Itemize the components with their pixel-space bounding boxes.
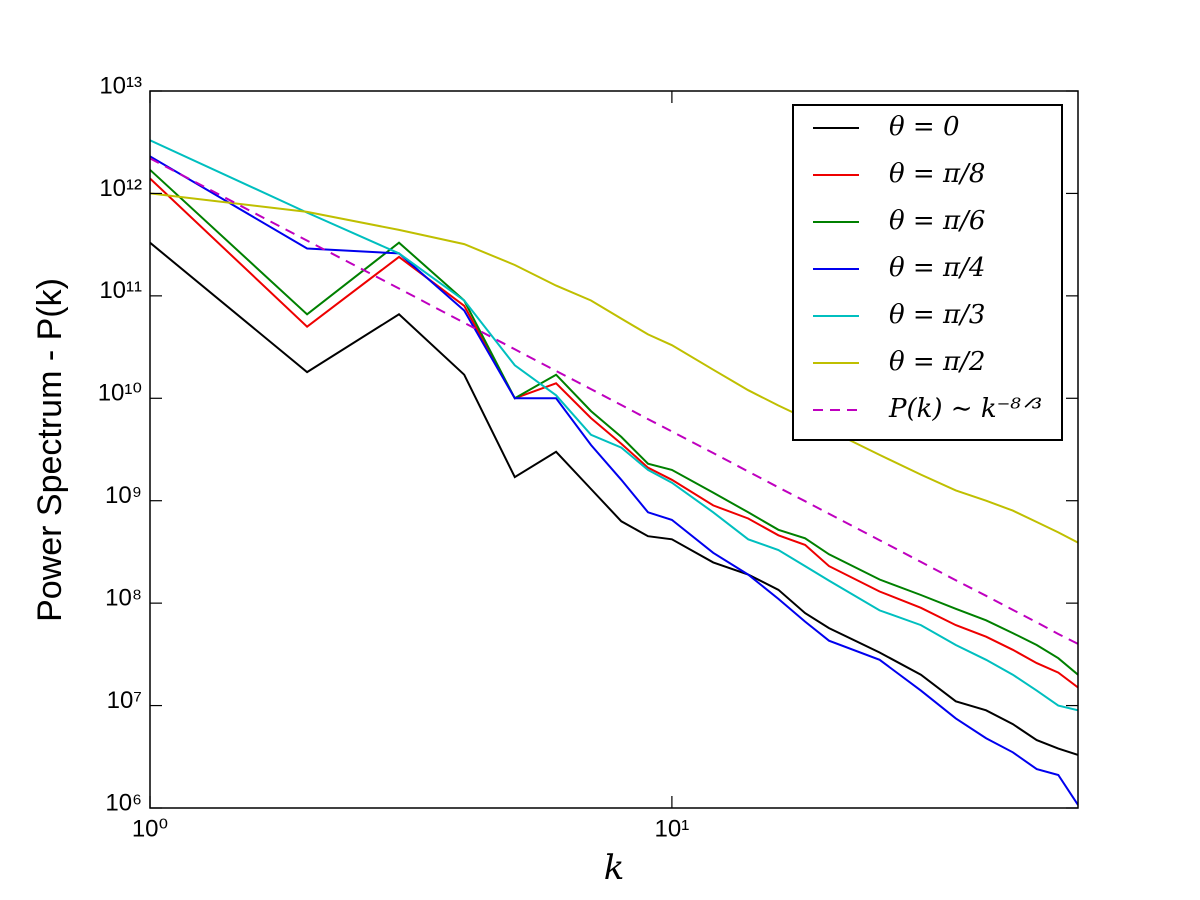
y-tick-label: 10¹³ — [99, 72, 142, 99]
legend-label: P(k) ∼ k⁻⁸ᐟ³ — [888, 394, 1042, 424]
legend-label: θ = π/8 — [889, 159, 985, 189]
x-tick-label: 10⁰ — [132, 815, 168, 842]
y-tick-label: 10¹² — [99, 175, 142, 202]
y-tick-label: 10⁸ — [105, 584, 142, 611]
data-line — [150, 192, 1078, 544]
plot-lines — [150, 139, 1078, 806]
legend-box — [792, 104, 1063, 441]
y-tick-label: 10⁹ — [105, 482, 142, 509]
legend-label: θ = 0 — [889, 112, 960, 142]
plot-frame — [149, 90, 1079, 809]
x-tick-label: 10¹ — [655, 815, 690, 842]
data-line — [150, 155, 1078, 806]
y-tick-label: 10¹¹ — [99, 277, 142, 304]
legend-label: θ = π/6 — [889, 206, 985, 236]
legend-label: θ = π/3 — [889, 300, 985, 330]
y-axis-label: Power Spectrum - P(k) — [31, 278, 69, 622]
data-line — [150, 169, 1078, 676]
y-tick-label: 10⁷ — [107, 687, 142, 714]
y-tick-label: 10⁶ — [105, 789, 142, 816]
y-tick-label: 10¹⁰ — [98, 380, 142, 407]
data-line — [150, 157, 1078, 645]
x-axis-label: k — [604, 848, 625, 888]
legend-label: θ = π/2 — [889, 347, 985, 377]
data-line — [150, 139, 1078, 712]
legend-label: θ = π/4 — [889, 253, 985, 283]
